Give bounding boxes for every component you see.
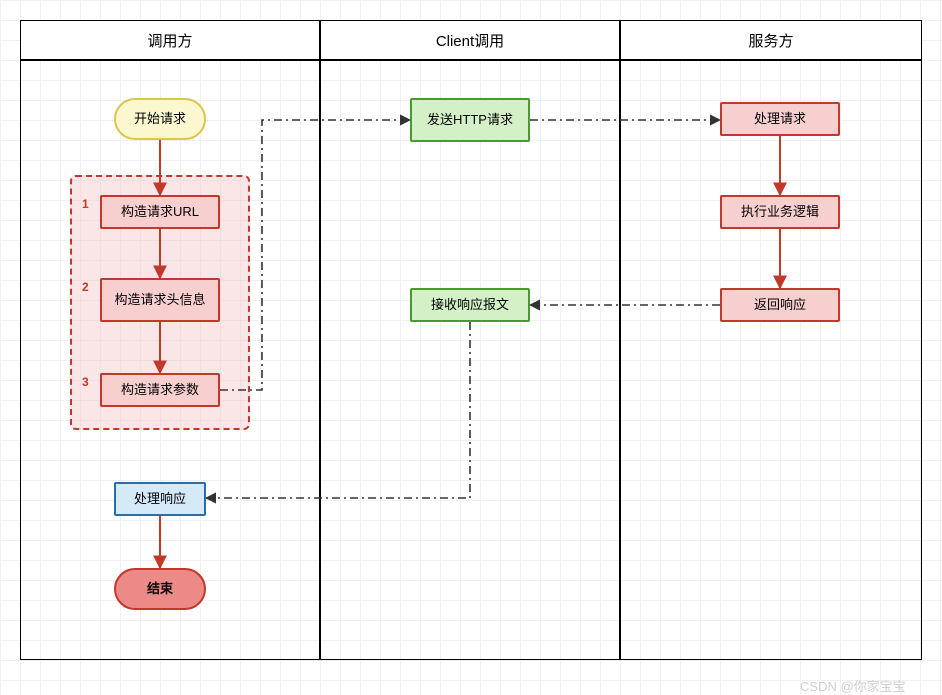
node-send: 发送HTTP请求 (410, 98, 530, 142)
node-n2: 构造请求头信息 (100, 278, 220, 322)
lane-header-client: Client调用 (320, 20, 620, 60)
node-start: 开始请求 (114, 98, 206, 140)
node-srv2: 执行业务逻辑 (720, 195, 840, 229)
watermark: CSDN @你家宝宝 (800, 676, 906, 695)
lane-body-client (320, 60, 620, 660)
node-end: 结束 (114, 568, 206, 610)
lane-header-caller: 调用方 (20, 20, 320, 60)
node-srv3: 返回响应 (720, 288, 840, 322)
step-number-1: 1 (82, 197, 89, 211)
lane-body-server (620, 60, 922, 660)
node-recv: 接收响应报文 (410, 288, 530, 322)
node-resp: 处理响应 (114, 482, 206, 516)
node-n1: 构造请求URL (100, 195, 220, 229)
node-n3: 构造请求参数 (100, 373, 220, 407)
step-number-3: 3 (82, 375, 89, 389)
lane-header-server: 服务方 (620, 20, 922, 60)
node-srv1: 处理请求 (720, 102, 840, 136)
step-number-2: 2 (82, 280, 89, 294)
